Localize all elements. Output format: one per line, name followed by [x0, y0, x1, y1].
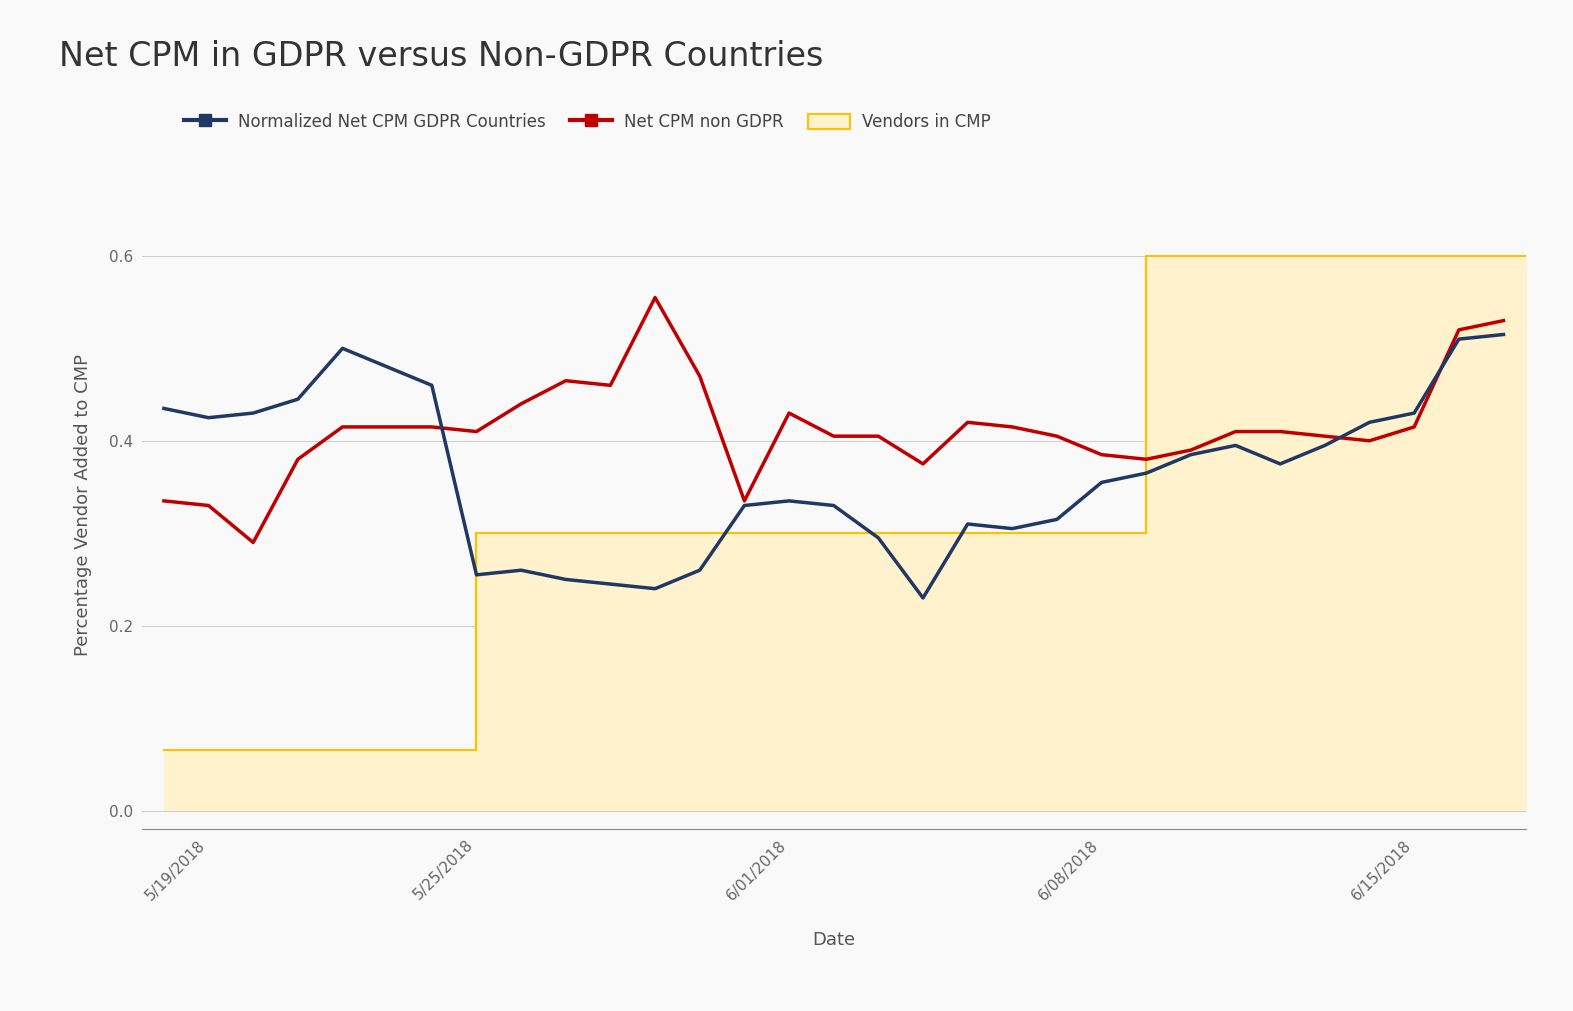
Legend: Normalized Net CPM GDPR Countries, Net CPM non GDPR, Vendors in CMP: Normalized Net CPM GDPR Countries, Net C…: [178, 106, 997, 137]
Y-axis label: Percentage Vendor Added to CMP: Percentage Vendor Added to CMP: [74, 355, 93, 656]
Text: Net CPM in GDPR versus Non-GDPR Countries: Net CPM in GDPR versus Non-GDPR Countrie…: [58, 39, 823, 73]
X-axis label: Date: Date: [812, 931, 856, 948]
